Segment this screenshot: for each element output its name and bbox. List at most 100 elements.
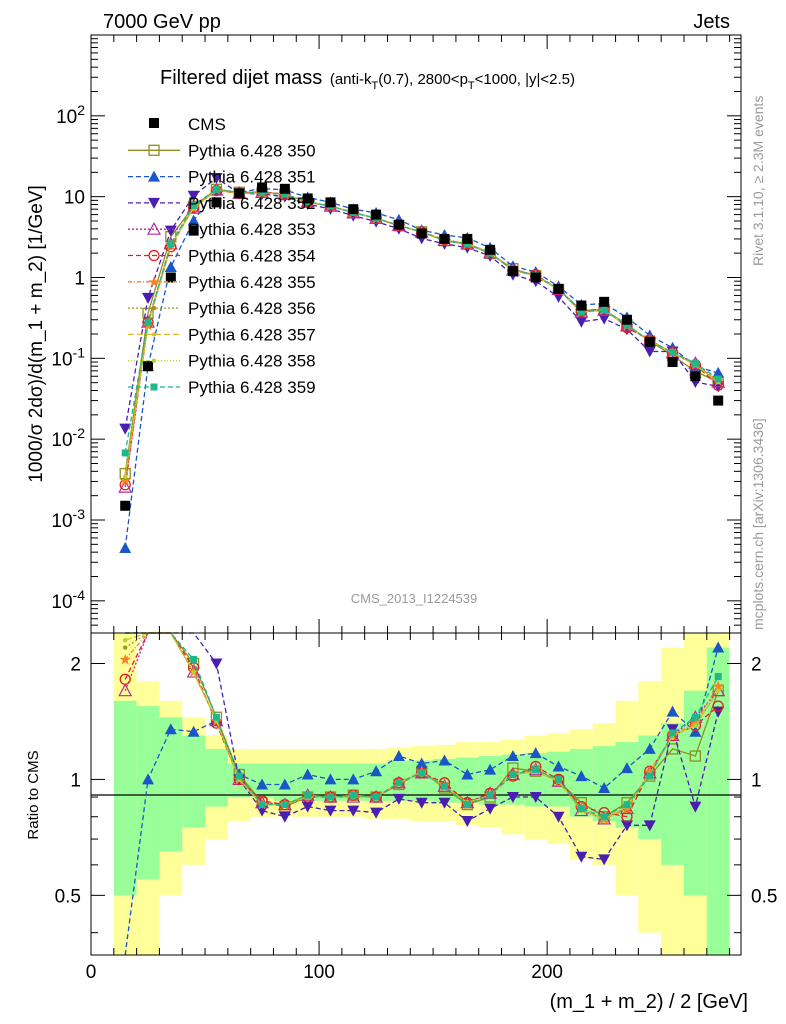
ratio-point <box>623 801 631 809</box>
ratio-point <box>191 669 196 675</box>
ratio-point <box>552 811 565 823</box>
cms-point <box>621 314 632 325</box>
ratio-frame <box>90 632 742 956</box>
ratio-point <box>552 760 565 772</box>
ratio-point <box>416 767 428 779</box>
ratio-point <box>621 811 633 823</box>
ratio-y-tick-label-right: 2 <box>751 654 762 675</box>
legend-label: Pythia 6.428 353 <box>188 220 316 239</box>
cms-point <box>644 336 655 347</box>
ratio-point <box>666 705 679 717</box>
ratio-point <box>689 725 702 737</box>
ratio-point <box>441 782 449 790</box>
ratio-point <box>123 637 128 643</box>
ratio-point <box>577 805 585 813</box>
legend-marker <box>151 358 157 363</box>
chart-subtitle-a: (anti-k <box>330 71 372 88</box>
ratio-point <box>646 772 654 780</box>
ratio-point <box>555 775 563 783</box>
cms-point <box>234 188 245 199</box>
ratio-panel: ★★★★★★★★★★★★★★★★★★★★★★★★★ 0.5 1 2 0.5 1 2 <box>55 632 777 956</box>
ratio-point <box>506 750 519 762</box>
chart-subtitle-sub2: T <box>468 80 475 92</box>
series-point <box>119 542 132 554</box>
ratio-point <box>643 820 656 832</box>
series-point <box>575 316 588 328</box>
ratio-point <box>190 655 198 663</box>
chart-subtitle-b: (0.7), 2800<p <box>378 71 468 88</box>
cms-point <box>371 209 382 220</box>
y-tick-label: 10 <box>64 188 85 209</box>
chart-title-main: Filtered dijet mass <box>160 67 322 89</box>
band-inner <box>410 760 434 801</box>
series-point <box>623 321 631 329</box>
ratio-point <box>575 770 588 782</box>
band-inner <box>159 717 183 852</box>
ratio-point <box>529 747 542 759</box>
ratio-point <box>393 777 405 789</box>
y-tick-label: 102 <box>56 102 85 128</box>
ratio-point <box>370 765 383 777</box>
ratio-point <box>693 723 698 728</box>
ratio-point <box>463 801 471 809</box>
chart-subtitle-c: <1000, |y|<2.5) <box>475 71 575 88</box>
band-inner <box>113 700 137 896</box>
cms-point <box>690 371 701 382</box>
y-axis-label: 1000/σ 2dσ)/d(m_1 + m_2) [1/GeV] <box>26 185 47 483</box>
cms-point <box>348 204 359 215</box>
legend-marker <box>148 170 160 182</box>
series-point <box>281 190 289 198</box>
series-point <box>600 306 608 314</box>
ratio-point <box>392 750 405 762</box>
x-tick-label: 100 <box>303 962 335 983</box>
ratio-point <box>304 791 312 799</box>
ratio-point <box>392 793 405 805</box>
cms-point <box>713 395 724 406</box>
series-point: ★ <box>118 473 131 490</box>
ratio-line <box>125 632 719 820</box>
ratio-point <box>278 778 291 790</box>
ratio-point <box>415 797 428 809</box>
legend-label: Pythia 6.428 356 <box>188 299 316 318</box>
legend-marker <box>151 305 157 311</box>
y-tick-label: 10-3 <box>51 506 85 532</box>
ratio-point <box>301 801 314 813</box>
series-point <box>258 189 266 197</box>
ratio-point <box>643 742 656 754</box>
ratio-point <box>118 683 133 697</box>
series-point <box>142 292 155 304</box>
legend: CMS Pythia 6.428 350 Pythia 6.428 351 Pythi… <box>128 115 316 397</box>
series-point <box>121 449 129 457</box>
legend-marker <box>148 249 160 262</box>
legend-marker: ★ <box>147 274 160 291</box>
ratio-point <box>461 815 474 827</box>
x-tick-label: 0 <box>86 962 97 983</box>
ratio-line <box>125 632 719 861</box>
ratio-point <box>326 793 334 801</box>
ratio-point <box>598 781 611 793</box>
y-tick-label: 10-1 <box>51 344 85 370</box>
x-ticks: 0 100 200 <box>86 35 731 983</box>
series-point <box>190 201 198 209</box>
ratio-point <box>210 658 223 670</box>
ratio-point <box>324 805 337 817</box>
cms-point <box>667 357 678 368</box>
series-point <box>164 225 177 237</box>
legend-label: Pythia 6.428 357 <box>188 325 316 344</box>
band-inner <box>136 706 160 880</box>
ratio-point <box>509 770 517 778</box>
legend-label: Pythia 6.428 351 <box>188 168 316 187</box>
series-point <box>598 313 611 325</box>
legend-label: CMS <box>188 115 226 134</box>
cms-point <box>120 500 131 511</box>
ratio-y-tick-label-right: 0.5 <box>751 886 777 907</box>
ratio-point <box>484 803 497 815</box>
ratio-point <box>484 763 497 775</box>
ratio-point <box>575 851 588 863</box>
band-inner <box>661 723 684 865</box>
series-point <box>187 190 200 202</box>
ratio-point <box>712 641 725 653</box>
ratio-point <box>714 673 722 681</box>
